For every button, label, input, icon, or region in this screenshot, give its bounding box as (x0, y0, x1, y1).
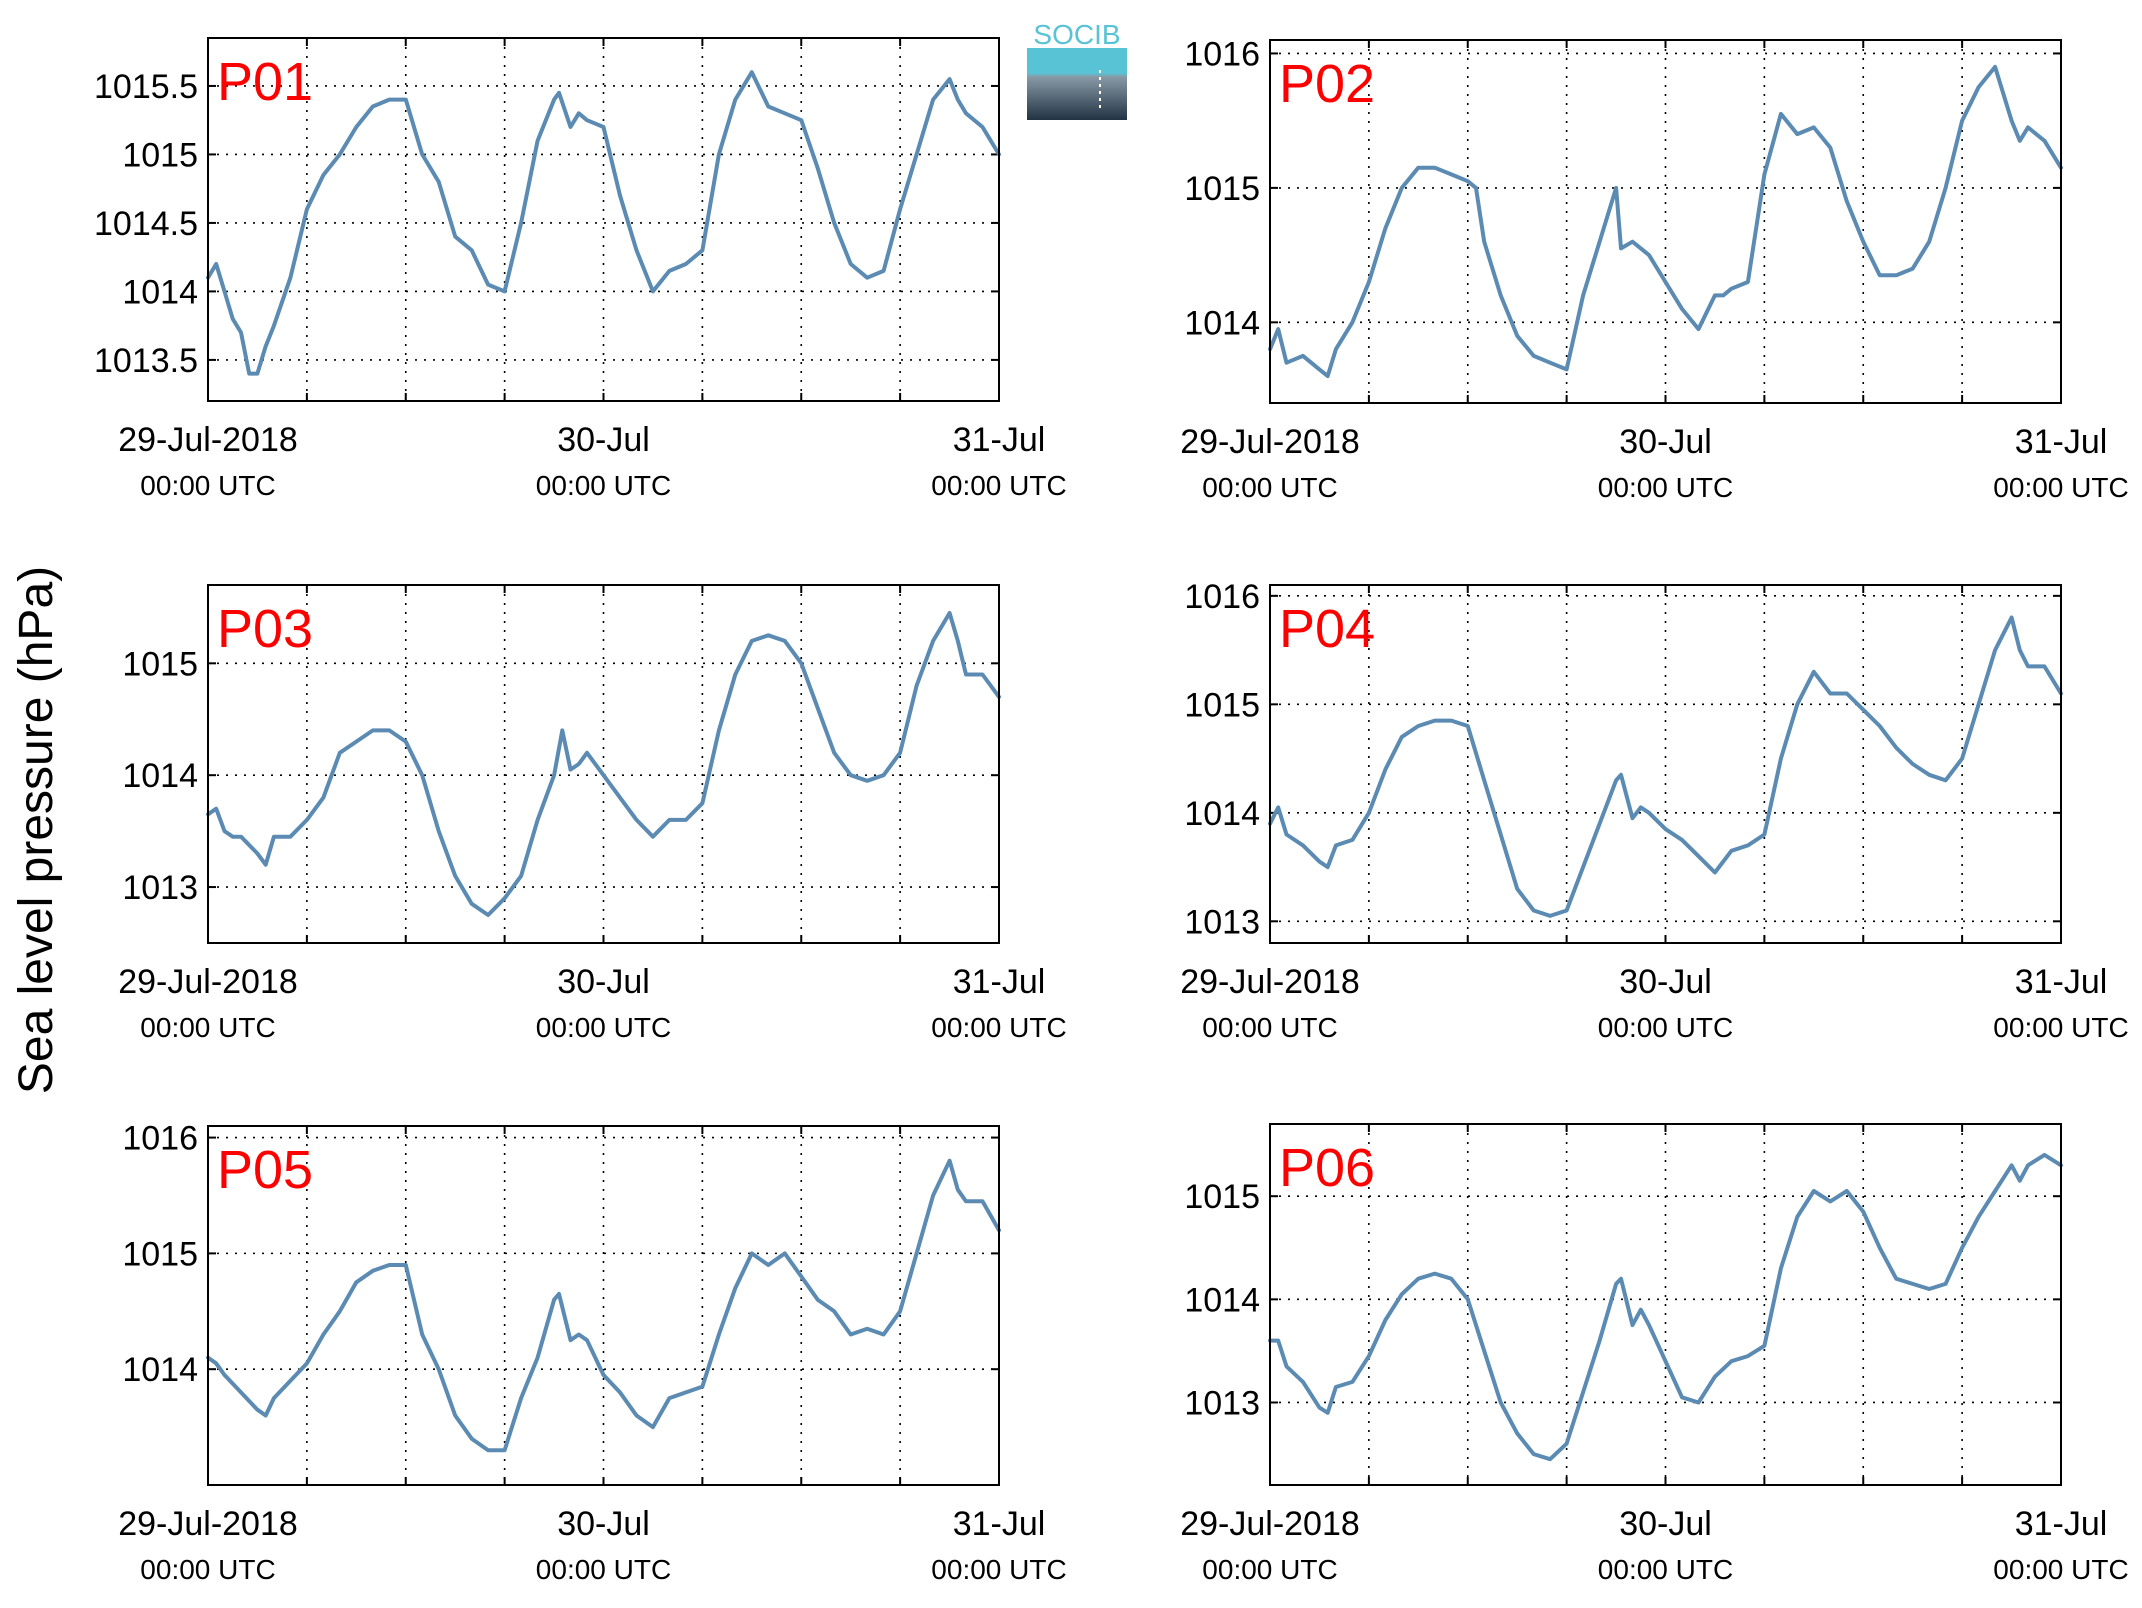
y-tick-label: 1014 (122, 273, 198, 311)
x-tick-label: 29-Jul-2018 (1180, 1505, 1360, 1543)
y-tick-label: 1014 (1184, 1281, 1260, 1319)
x-tick-label: 29-Jul-2018 (118, 963, 298, 1001)
x-tick-sublabel: 00:00 UTC (140, 1012, 275, 1043)
x-tick-label: 29-Jul-2018 (118, 1505, 298, 1543)
series-line (1268, 615, 2063, 918)
x-tick-label: 30-Jul (1619, 423, 1712, 461)
panel-p01: 1013.5 1014 1014.5 1015 1015.5 29-Jul-2018 00:… (94, 37, 1067, 501)
panel-label: P03 (217, 599, 313, 659)
y-tick-label: 1014 (122, 757, 198, 795)
x-tick-label: 31-Jul (2015, 1505, 2108, 1543)
x-tick-label: 30-Jul (557, 421, 650, 459)
panel-label: P01 (217, 52, 313, 112)
x-tick-label: 31-Jul (2015, 423, 2108, 461)
x-tick-label: 30-Jul (1619, 963, 1712, 1001)
y-tick-label: 1015 (122, 645, 198, 683)
x-tick-sublabel: 00:00 UTC (1993, 1554, 2128, 1585)
series-line (206, 70, 1001, 376)
series-line (1268, 64, 2063, 379)
axes-frame (1269, 1123, 2062, 1486)
x-tick-sublabel: 00:00 UTC (931, 1554, 1066, 1585)
x-tick-sublabel: 00:00 UTC (1598, 472, 1733, 503)
y-tick-label: 1014 (122, 1351, 198, 1389)
y-tick-label: 1015 (1184, 1178, 1260, 1216)
axes-frame (207, 37, 1000, 402)
logo-dot (1099, 98, 1101, 101)
x-tick-label: 31-Jul (953, 963, 1046, 1001)
y-tick-label: 1015 (1184, 170, 1260, 208)
x-tick-sublabel: 00:00 UTC (140, 1554, 275, 1585)
x-tick-sublabel: 00:00 UTC (1202, 1012, 1337, 1043)
y-tick-label: 1013 (1184, 1384, 1260, 1422)
logo-dot (1099, 105, 1101, 108)
logo-text: SOCIB (1033, 19, 1120, 50)
grid (208, 38, 999, 401)
axes-frame (207, 1125, 1000, 1486)
x-tick-sublabel: 00:00 UTC (1993, 1012, 2128, 1043)
y-tick-label: 1013 (122, 869, 198, 907)
y-tick-label: 1016 (122, 1120, 198, 1158)
axes-frame (1269, 584, 2062, 944)
logo-dot (1099, 84, 1101, 87)
x-tick-sublabel: 00:00 UTC (931, 470, 1066, 501)
y-tick-label: 1014 (1184, 795, 1260, 833)
y-tick-label: 1015 (1184, 686, 1260, 724)
x-tick-label: 30-Jul (557, 1505, 650, 1543)
grid (1270, 40, 2061, 403)
x-tick-sublabel: 00:00 UTC (536, 1554, 671, 1585)
axes-frame (207, 584, 1000, 944)
x-tick-label: 31-Jul (953, 421, 1046, 459)
x-tick-sublabel: 00:00 UTC (536, 470, 671, 501)
grid (1270, 585, 2061, 943)
panel-p02: 1014 1015 1016 29-Jul-2018 00:00 UTC 30-Jul 00… (1180, 35, 2128, 503)
logo-dot (1099, 70, 1101, 73)
logo-dot (1099, 77, 1101, 80)
x-tick-sublabel: 00:00 UTC (1993, 472, 2128, 503)
series-line (206, 1158, 1001, 1453)
panel-label: P05 (217, 1140, 313, 1200)
axes-frame (1269, 39, 2062, 404)
panel-p06: 1013 1014 1015 29-Jul-2018 00:00 UTC 30-Jul 00… (1180, 1123, 2129, 1585)
y-tick-label: 1014.5 (94, 205, 198, 243)
figure-ylabel: Sea level pressure (hPa) (10, 566, 63, 1094)
y-tick-label: 1015 (122, 1235, 198, 1273)
x-tick-label: 30-Jul (1619, 1505, 1712, 1543)
logo-badge (1027, 48, 1127, 120)
y-tick-label: 1013.5 (94, 342, 198, 380)
x-tick-label: 29-Jul-2018 (1180, 963, 1360, 1001)
panel-label: P04 (1279, 599, 1375, 659)
x-tick-sublabel: 00:00 UTC (140, 470, 275, 501)
y-tick-label: 1015.5 (94, 68, 198, 106)
x-tick-sublabel: 00:00 UTC (931, 1012, 1066, 1043)
panel-p03: 1013 1014 1015 29-Jul-2018 00:00 UTC 30-Jul 00… (118, 584, 1067, 1043)
x-tick-label: 31-Jul (2015, 963, 2108, 1001)
x-tick-label: 31-Jul (953, 1505, 1046, 1543)
grid (208, 585, 999, 943)
x-tick-sublabel: 00:00 UTC (1202, 1554, 1337, 1585)
panel-p05: 1014 1015 1016 29-Jul-2018 00:00 UTC 30-Jul 00… (118, 1120, 1066, 1585)
x-tick-label: 29-Jul-2018 (1180, 423, 1360, 461)
y-tick-label: 1016 (1184, 35, 1260, 73)
x-tick-label: 30-Jul (557, 963, 650, 1001)
x-tick-label: 29-Jul-2018 (118, 421, 298, 459)
panel-label: P06 (1279, 1138, 1375, 1198)
x-tick-sublabel: 00:00 UTC (1598, 1012, 1733, 1043)
x-tick-sublabel: 00:00 UTC (536, 1012, 671, 1043)
y-tick-label: 1014 (1184, 304, 1260, 342)
x-tick-sublabel: 00:00 UTC (1598, 1554, 1733, 1585)
x-tick-sublabel: 00:00 UTC (1202, 472, 1337, 503)
series-line (206, 611, 1001, 917)
panel-p04: 1013 1014 1015 1016 29-Jul-2018 00:00 UTC 30-J… (1180, 578, 2128, 1043)
y-tick-label: 1016 (1184, 578, 1260, 616)
panel-label: P02 (1279, 54, 1375, 114)
logo-dot (1099, 91, 1101, 94)
y-tick-label: 1013 (1184, 903, 1260, 941)
y-tick-label: 1015 (122, 136, 198, 174)
socib-logo: SOCIB (1027, 19, 1127, 120)
series-line (1268, 1152, 2063, 1462)
